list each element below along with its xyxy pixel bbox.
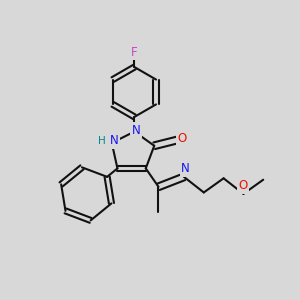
Text: N: N xyxy=(110,134,119,147)
Text: O: O xyxy=(239,179,248,192)
Text: N: N xyxy=(181,163,190,176)
Text: F: F xyxy=(131,46,138,59)
Text: O: O xyxy=(177,132,187,145)
Text: H: H xyxy=(98,136,106,146)
Text: N: N xyxy=(131,124,140,137)
